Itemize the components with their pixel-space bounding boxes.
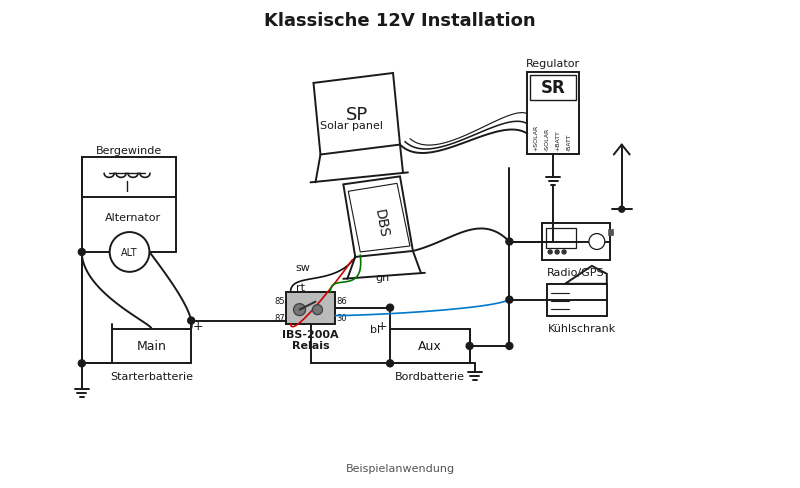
Text: +: + [377,319,387,332]
Bar [112,329,191,364]
Text: -SOLAR: -SOLAR [545,127,550,150]
Text: Kühlschrank: Kühlschrank [548,323,616,333]
Text: SP: SP [346,105,368,123]
Circle shape [78,360,86,367]
Circle shape [589,234,605,250]
Text: rt: rt [295,282,305,292]
Circle shape [294,304,306,316]
Circle shape [506,343,513,350]
Circle shape [78,249,86,256]
Text: Relais: Relais [292,341,330,351]
Text: +BATT: +BATT [555,129,561,150]
Polygon shape [343,177,413,257]
Text: Solar panel: Solar panel [320,121,383,130]
Text: +SOLAR: +SOLAR [534,124,538,150]
Circle shape [562,250,566,254]
Text: IBS-200A: IBS-200A [282,330,339,340]
Text: SR: SR [541,79,566,97]
Bar [530,76,576,101]
Text: sw: sw [295,263,310,272]
Bar [608,230,613,236]
Text: 30: 30 [336,313,347,322]
Text: Aux: Aux [418,340,442,353]
Circle shape [188,317,194,325]
Text: gn: gn [375,272,390,282]
Text: bl: bl [370,324,380,334]
Circle shape [618,207,625,213]
Text: 85: 85 [274,296,285,305]
Bar [527,73,579,154]
Bar [547,284,607,316]
Text: Alternator: Alternator [105,213,161,223]
Text: DBS: DBS [371,207,390,238]
Circle shape [555,250,559,254]
Circle shape [386,305,394,311]
Polygon shape [565,266,607,284]
Text: Radio/GPS: Radio/GPS [547,267,605,277]
Text: -BATT: -BATT [566,133,571,150]
Circle shape [313,305,322,315]
Circle shape [548,250,552,254]
Text: Bergewinde: Bergewinde [96,145,162,155]
Text: Regulator: Regulator [526,59,580,69]
Bar [82,158,176,198]
Text: ALT: ALT [122,247,138,258]
Bar [286,292,335,324]
Text: Main: Main [137,340,166,353]
Circle shape [110,233,150,272]
Circle shape [506,239,513,245]
Circle shape [466,343,473,350]
Text: 87: 87 [274,313,285,322]
Text: Starterbatterie: Starterbatterie [110,371,193,382]
Text: Klassische 12V Installation: Klassische 12V Installation [264,12,536,30]
Text: +: + [193,319,203,332]
Text: 86: 86 [336,296,347,305]
Bar [546,228,576,248]
Circle shape [386,360,394,367]
Bar [390,329,470,364]
Circle shape [506,297,513,304]
Text: Bordbatterie: Bordbatterie [395,371,465,382]
Text: Beispielanwendung: Beispielanwendung [346,463,454,473]
Bar [542,224,610,261]
